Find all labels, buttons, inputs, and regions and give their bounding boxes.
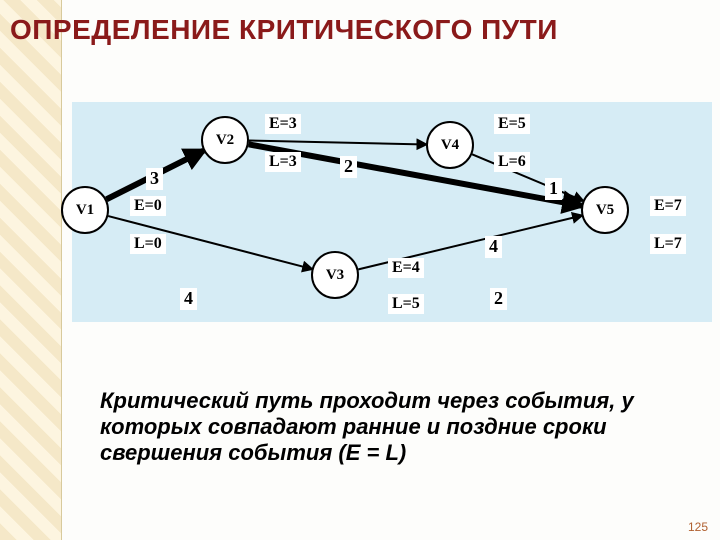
edge-weight-v4-v5: 1 [545, 178, 562, 200]
el-label-1: L=0 [130, 234, 166, 254]
node-v1: V1 [61, 186, 109, 234]
el-label-3: L=3 [265, 152, 301, 172]
el-label-8: E=7 [650, 196, 686, 216]
node-v3: V3 [311, 251, 359, 299]
node-v5: V5 [581, 186, 629, 234]
el-label-4: E=4 [388, 258, 424, 278]
el-label-0: E=0 [130, 196, 166, 216]
edge-weight-v1-v3: 4 [180, 288, 197, 310]
edge-weight-v2-v4: 2 [340, 156, 357, 178]
node-v4: V4 [426, 121, 474, 169]
node-v2: V2 [201, 116, 249, 164]
el-label-9: L=7 [650, 234, 686, 254]
el-label-6: E=5 [494, 114, 530, 134]
body-text: Критический путь проходит через события,… [100, 388, 660, 466]
page-number: 125 [688, 520, 708, 534]
el-label-5: L=5 [388, 294, 424, 314]
el-label-2: E=3 [265, 114, 301, 134]
edge-weight-v1-v2: 3 [146, 168, 163, 190]
edge-weight-v3-v5: 2 [490, 288, 507, 310]
el-label-7: L=6 [494, 152, 530, 172]
edge-weight-v2-v5: 4 [485, 236, 502, 258]
